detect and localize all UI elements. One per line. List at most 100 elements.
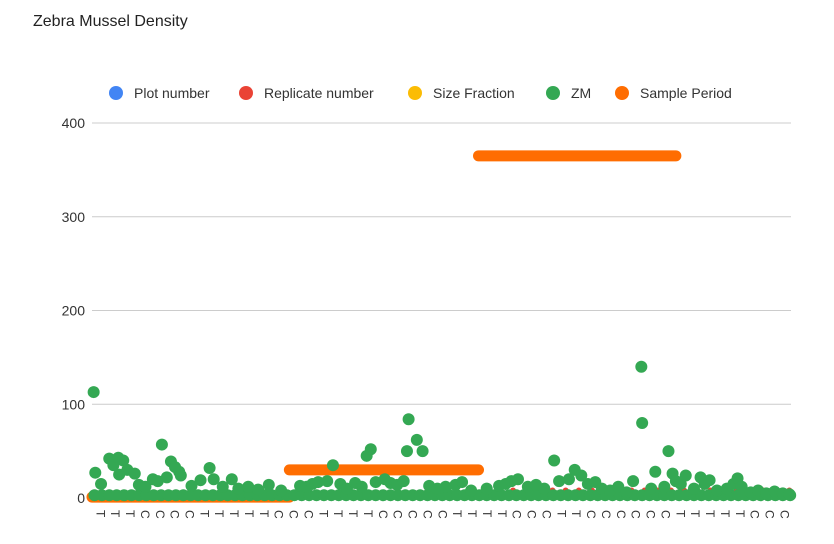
zm-point (216, 480, 229, 493)
x-tick-label: C (629, 510, 643, 519)
legend-marker (408, 86, 422, 100)
legend-item: Size Fraction (408, 85, 515, 101)
zm-point (400, 445, 413, 458)
zm-point (312, 476, 325, 489)
x-tick-label: C (644, 510, 658, 519)
sample-period-series (86, 150, 793, 503)
x-tick-label: T (93, 510, 107, 518)
x-tick-label: C (182, 510, 196, 519)
x-tick-label: C (272, 510, 286, 519)
x-tick-label: C (763, 510, 777, 519)
zm-point (456, 476, 469, 489)
legend-item: ZM (546, 85, 591, 101)
x-tick-label: T (733, 510, 747, 518)
zm-point (364, 443, 377, 456)
zm-point (87, 386, 100, 399)
x-tick-label: T (569, 510, 583, 518)
legend-marker (239, 86, 253, 100)
x-tick-label: T (718, 510, 732, 518)
x-tick-label: C (510, 510, 524, 519)
zm-point (511, 473, 524, 486)
x-tick-label: T (703, 510, 717, 518)
zm-point (658, 480, 671, 493)
x-tick-label: C (376, 510, 390, 519)
x-tick-label: T (554, 510, 568, 518)
zm-point (275, 484, 288, 497)
zm-point (203, 462, 216, 474)
zm-point (553, 475, 566, 488)
x-tick-label: T (331, 510, 345, 518)
x-tick-label: T (257, 510, 271, 518)
legend-marker (546, 86, 560, 100)
zm-point (548, 454, 561, 467)
legend-label: Sample Period (640, 85, 732, 101)
zm-point (89, 466, 102, 479)
zm-point (232, 482, 245, 495)
x-tick-label: C (420, 510, 434, 519)
gridlines (92, 122, 791, 499)
zm-point (562, 473, 575, 486)
y-tick-label: 300 (62, 209, 86, 225)
zm-point (252, 483, 265, 496)
zm-point (402, 413, 415, 426)
x-tick-label: T (242, 510, 256, 518)
x-tick-label: C (614, 510, 628, 519)
zm-point (397, 475, 410, 488)
zm-point (703, 474, 716, 487)
legend-marker (615, 86, 629, 100)
zm-point (139, 480, 152, 493)
zm-point (710, 484, 723, 497)
zm-point (439, 480, 452, 493)
chart-title: Zebra Mussel Density (33, 13, 188, 30)
x-tick-label: T (450, 510, 464, 518)
x-tick-label: T (480, 510, 494, 518)
y-tick-label: 400 (62, 115, 86, 131)
x-tick-label: T (227, 510, 241, 518)
x-tick-label: T (465, 510, 479, 518)
zm-point (151, 475, 164, 488)
x-tick-label: C (168, 510, 182, 519)
zm-point (636, 417, 649, 429)
zm-point (225, 473, 238, 486)
x-tick-label: T (316, 510, 330, 518)
x-tick-label: C (287, 510, 301, 519)
zm-point (480, 482, 493, 495)
x-tick-label: T (212, 510, 226, 518)
zm-point (185, 479, 198, 492)
x-tick-label: C (777, 510, 791, 519)
zm-point (465, 484, 478, 497)
zm-point (160, 471, 173, 484)
zm-point (262, 478, 275, 491)
zm-point (735, 480, 748, 493)
legend-label: Plot number (134, 85, 210, 101)
legend-item: Plot number (109, 85, 210, 101)
zm-series (87, 360, 797, 502)
zm-point (194, 474, 207, 487)
zm-point (679, 469, 692, 482)
legend-label: Size Fraction (433, 85, 515, 101)
y-tick-label: 100 (62, 396, 86, 412)
zm-point (155, 438, 168, 451)
zm-point (128, 467, 141, 480)
x-tick-label: T (108, 510, 122, 518)
zm-point (662, 445, 675, 458)
zm-point (410, 433, 423, 446)
legend-item: Replicate number (239, 85, 374, 101)
zm-point (117, 454, 130, 467)
legend: Plot number Replicate number Size Fraction… (109, 85, 732, 101)
y-axis-tick-labels: 0 100 200 300 400 (62, 115, 86, 506)
x-tick-label: C (525, 510, 539, 519)
zm-point (95, 477, 108, 490)
zm-point (627, 475, 640, 488)
zm-point (635, 360, 648, 373)
x-tick-label: T (688, 510, 702, 518)
legend-label: ZM (571, 85, 591, 101)
zm-point (242, 480, 255, 493)
zm-point (538, 482, 551, 495)
zm-point (649, 465, 662, 478)
x-tick-label: T (197, 510, 211, 518)
x-tick-label: C (391, 510, 405, 519)
x-tick-label: C (584, 510, 598, 519)
